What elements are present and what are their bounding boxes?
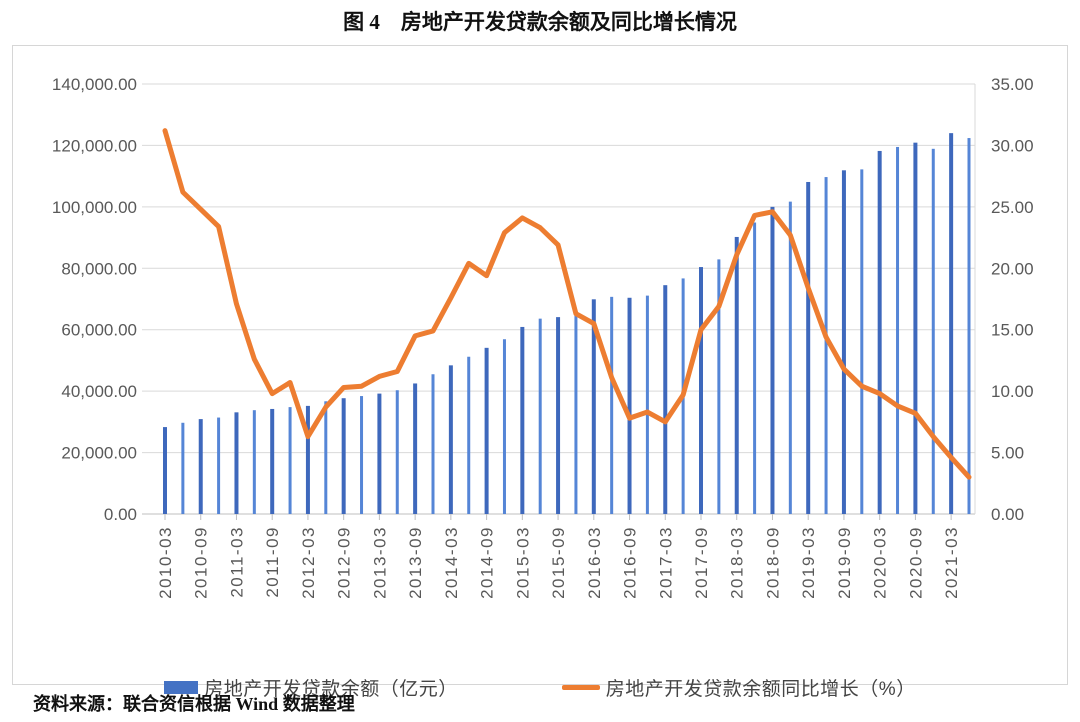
left-axis-tick-label: 60,000.00 <box>61 321 137 340</box>
legend-balance-label: 房地产开发贷款余额（亿元） <box>204 679 458 700</box>
x-axis-tick-label: 2018-03 <box>728 526 747 599</box>
x-axis-tick-label: 2021-03 <box>942 526 961 599</box>
x-axis-tick-label: 2013-09 <box>406 526 425 599</box>
x-axis-tick-label: 2012-03 <box>299 526 318 599</box>
bar <box>556 317 561 514</box>
left-axis-tick-label: 140,000.00 <box>52 75 137 94</box>
bar <box>377 393 382 514</box>
x-axis-tick-label: 2016-03 <box>585 526 604 599</box>
bar <box>305 405 310 514</box>
right-axis-tick-label: 35.00 <box>991 75 1034 94</box>
x-axis-tick-label: 2019-09 <box>835 526 854 599</box>
left-axis-tick-label: 80,000.00 <box>61 259 137 278</box>
bar <box>806 181 811 514</box>
bar <box>288 407 292 514</box>
bar <box>538 318 542 514</box>
bar <box>467 356 471 514</box>
x-axis-tick-label: 2020-03 <box>871 526 890 599</box>
bar <box>841 170 846 515</box>
bar <box>484 347 489 514</box>
right-axis-tick-label: 15.00 <box>991 321 1034 340</box>
bar <box>395 390 399 514</box>
bar <box>627 297 632 514</box>
bar <box>520 326 525 514</box>
bar <box>181 422 185 514</box>
bar <box>234 412 239 514</box>
right-axis-tick-label: 25.00 <box>991 198 1034 217</box>
bar <box>645 295 649 514</box>
left-axis-tick-label: 120,000.00 <box>52 136 137 155</box>
bar <box>163 427 167 514</box>
bar <box>198 419 203 514</box>
x-axis-tick-label: 2016-09 <box>621 526 640 599</box>
bar <box>734 236 739 514</box>
chart-title: 图 4 房地产开发贷款余额及同比增长情况 <box>343 10 737 34</box>
x-axis-tick-label: 2020-09 <box>906 526 925 599</box>
x-axis-tick-label: 2014-03 <box>442 526 461 599</box>
bar <box>717 259 721 514</box>
x-axis-tick-label: 2013-03 <box>370 526 389 599</box>
bar <box>913 142 918 514</box>
source-note: 资料来源：联合资信根据 Wind 数据整理 <box>33 694 355 714</box>
bar <box>431 374 435 514</box>
bar <box>574 315 578 514</box>
bar <box>931 148 935 515</box>
bar <box>860 169 864 514</box>
left-axis-tick-label: 20,000.00 <box>61 444 137 463</box>
bar <box>252 410 256 514</box>
bar <box>699 267 703 514</box>
bar <box>967 138 971 515</box>
x-axis-tick-label: 2010-03 <box>156 526 175 599</box>
balance-series-swatch <box>164 681 199 694</box>
growth-series-swatch <box>561 685 600 690</box>
bar <box>270 408 275 514</box>
x-axis-tick-label: 2017-03 <box>656 526 675 599</box>
bar <box>341 398 346 514</box>
bar <box>877 150 882 514</box>
chart-figure: 0.00 0.00 20,000.00 5.00 40,000.00 10.00 60,00… <box>12 45 1068 700</box>
bar <box>896 146 900 514</box>
chart-area: 0.00 0.00 20,000.00 5.00 40,000.00 10.00 60,00… <box>52 75 1034 599</box>
legend-item-growth: 房地产开发贷款余额同比增长（%） <box>561 674 916 701</box>
x-axis-tick-label: 2019-03 <box>799 526 818 599</box>
right-axis-tick-label: 5.00 <box>991 444 1024 463</box>
bar <box>949 133 954 514</box>
legend-item-balance: 房地产开发贷款余额（亿元） <box>164 674 458 701</box>
x-axis-tick-label: 2017-09 <box>692 526 711 599</box>
right-axis-tick-label: 20.00 <box>991 259 1034 278</box>
bar <box>824 177 828 515</box>
bar <box>663 285 668 514</box>
left-axis-tick-label: 0.00 <box>104 505 137 524</box>
bar <box>448 365 453 514</box>
bar <box>360 396 364 514</box>
x-axis-tick-label: 2011-03 <box>227 526 246 598</box>
x-axis-tick-label: 2010-09 <box>192 526 211 599</box>
right-axis-tick-label: 10.00 <box>991 382 1034 401</box>
x-axis-tick-label: 2014-09 <box>478 526 497 599</box>
bar <box>770 206 775 514</box>
x-axis-tick-label: 2018-09 <box>763 526 782 599</box>
x-axis-tick-label: 2012-09 <box>335 526 354 599</box>
right-axis-tick-label: 0.00 <box>991 505 1024 524</box>
chart-legend: 房地产开发贷款余额（亿元） 房地产开发贷款余额同比增长（%） <box>13 674 1067 701</box>
x-axis-tick-label: 2015-03 <box>513 526 532 599</box>
bar <box>324 401 328 514</box>
x-axis-tick-label: 2011-09 <box>263 526 282 598</box>
right-axis-tick-label: 30.00 <box>991 136 1034 155</box>
bar <box>591 299 596 514</box>
bar <box>753 222 757 514</box>
x-axis-tick-label: 2015-09 <box>549 526 568 599</box>
growth-line <box>162 128 972 480</box>
left-axis-tick-label: 100,000.00 <box>52 198 137 217</box>
bar <box>413 383 418 514</box>
bar <box>788 201 792 514</box>
legend-growth-label: 房地产开发贷款余额同比增长（%） <box>605 679 916 700</box>
bar <box>502 339 506 514</box>
left-axis-tick-label: 40,000.00 <box>61 382 137 401</box>
bar <box>610 296 614 514</box>
bar <box>217 417 221 514</box>
